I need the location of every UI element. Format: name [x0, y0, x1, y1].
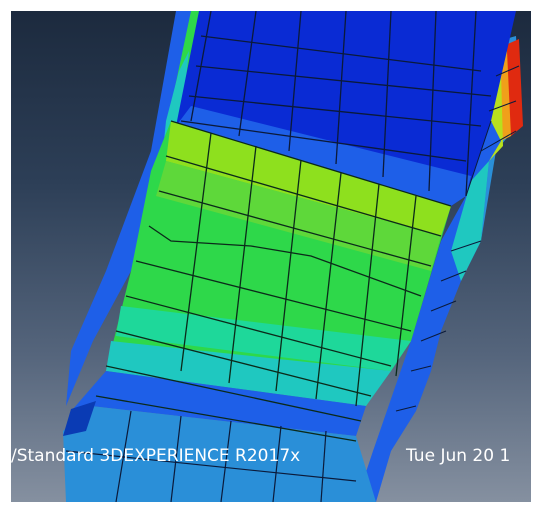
green-mid-band: [156, 161, 441, 271]
lower-blue-band: [73, 371, 366, 436]
green-cyan-band: [116, 306, 411, 371]
fe-mesh-render: [63, 11, 523, 502]
lower-shadow-band: [63, 401, 96, 436]
top-blue-region: [176, 11, 516, 206]
timestamp-text: Tue Jun 20 1: [406, 446, 511, 466]
left-edge-strip: [66, 11, 201, 406]
lower-light-blue-band: [63, 406, 376, 502]
mesh-lines-bottom: [65, 410, 357, 502]
mesh-lines-center: [95, 120, 452, 442]
status-line: /Standard 3DEXPERIENCE R2017x Tue Jun 20…: [11, 446, 531, 470]
right-edge-red-strip: [503, 39, 523, 136]
green-yellow-top-band: [166, 121, 451, 236]
version-text: /Standard 3DEXPERIENCE R2017x: [11, 446, 301, 466]
mesh-lines-top: [180, 11, 492, 197]
fe-model-viewport[interactable]: /Standard 3DEXPERIENCE R2017x Tue Jun 20…: [11, 11, 531, 502]
mesh-lines-right: [395, 65, 520, 412]
cyan-lower-band: [106, 341, 391, 406]
right-side-cyan-band: [451, 161, 489, 281]
